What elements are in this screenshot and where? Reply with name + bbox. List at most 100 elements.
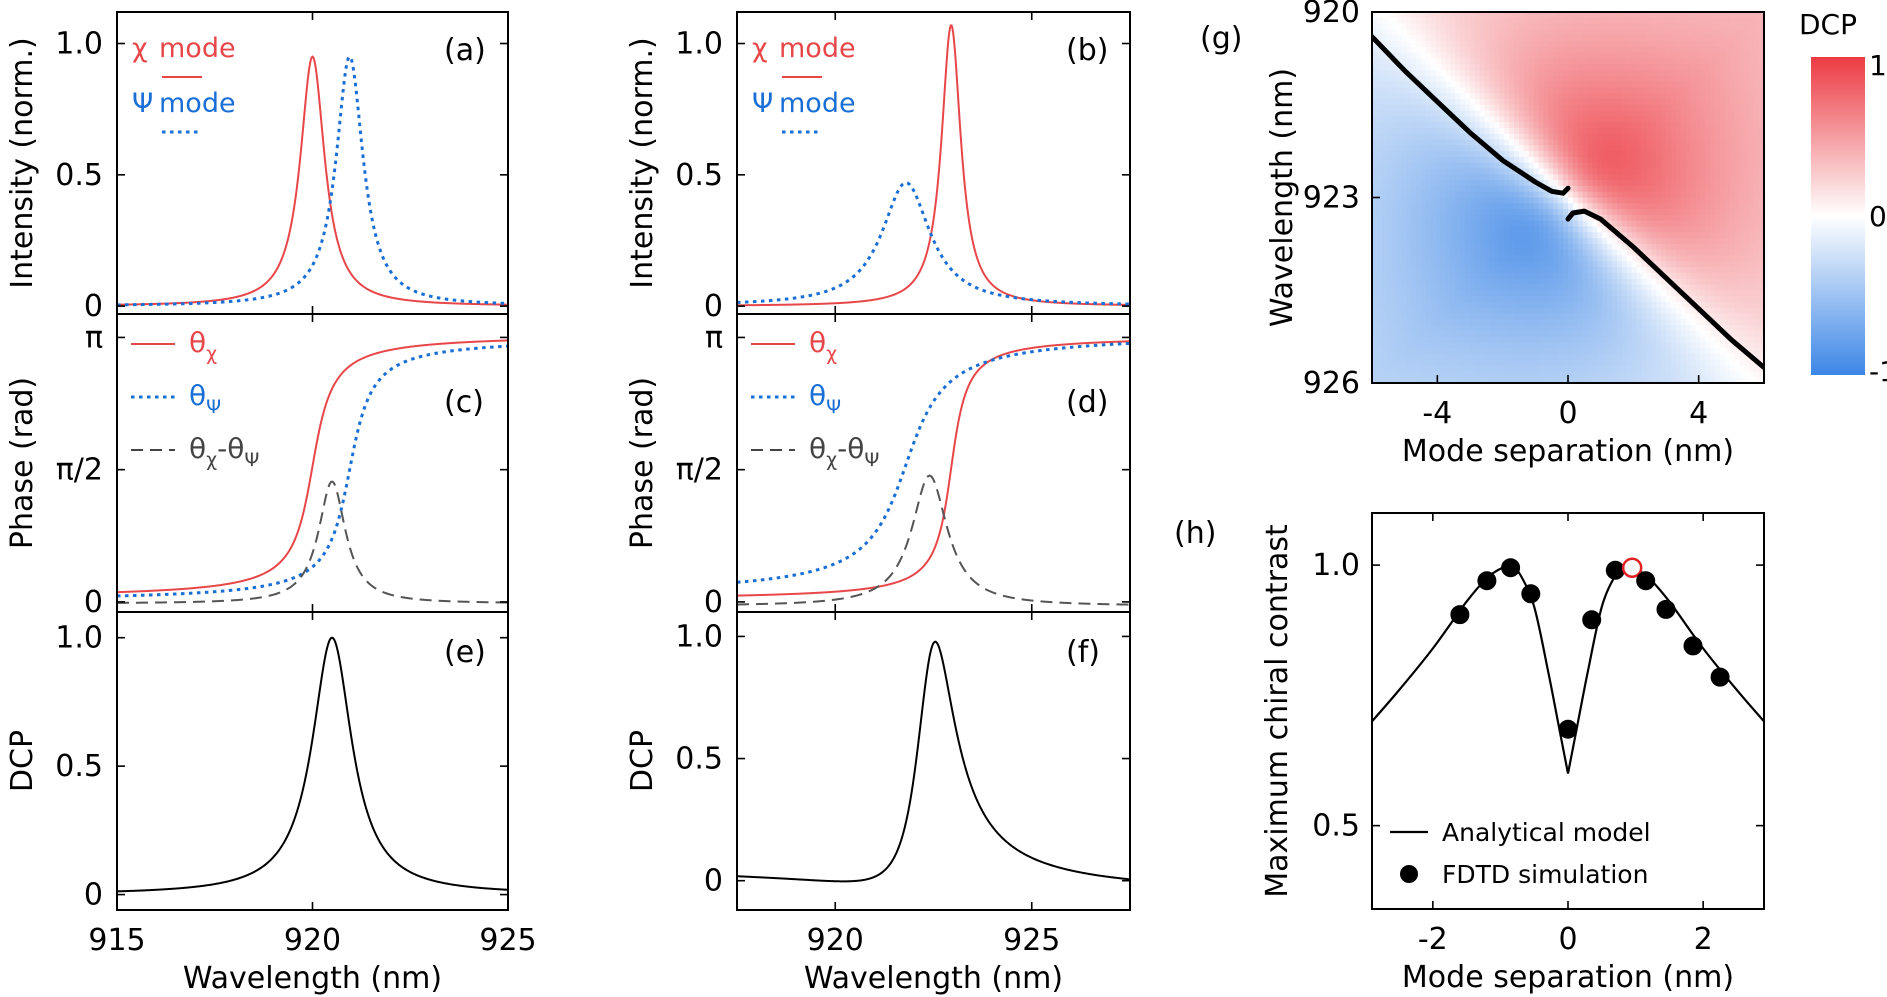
heatmap-cell — [1617, 354, 1623, 361]
heatmap-cell — [1391, 191, 1398, 199]
heatmap-cell — [1435, 319, 1442, 326]
heatmap-cell — [1646, 58, 1652, 65]
heatmap-cell — [1411, 354, 1417, 361]
heatmap-cell — [1450, 122, 1456, 129]
heatmap-cell — [1568, 64, 1574, 71]
heatmap-cell — [1533, 40, 1540, 48]
heatmap-cell — [1519, 220, 1525, 228]
heatmap-cell — [1607, 319, 1613, 326]
heatmap-cell — [1386, 220, 1393, 228]
heatmap-cell — [1435, 214, 1442, 222]
heatmap-cell — [1519, 110, 1525, 117]
heatmap-cell — [1416, 325, 1422, 332]
heatmap-cell — [1406, 272, 1412, 280]
heatmap-cell — [1543, 139, 1549, 146]
heatmap-cell — [1548, 214, 1554, 222]
heatmap-cell — [1499, 313, 1505, 320]
heatmap-cell — [1587, 348, 1594, 355]
heatmap-cell — [1376, 377, 1383, 383]
heatmap-cell — [1372, 104, 1378, 112]
heatmap-cell — [1494, 168, 1500, 175]
heatmap-cell — [1425, 116, 1432, 123]
heatmap-cell — [1504, 267, 1510, 274]
axes-frame-d — [736, 313, 1131, 613]
heatmap-cell — [1636, 81, 1643, 88]
heatmap-cell — [1411, 330, 1417, 338]
heatmap-cell — [1572, 342, 1579, 349]
heatmap-cell — [1440, 313, 1447, 320]
heatmap-cell — [1602, 267, 1608, 274]
heatmap-cell — [1577, 29, 1584, 36]
heatmap-cell — [1734, 40, 1741, 48]
heatmap-cell — [1460, 168, 1466, 175]
heatmap-cell — [1582, 232, 1589, 239]
heatmap-cell — [1450, 168, 1456, 175]
heatmap-cell — [1538, 354, 1545, 361]
heatmap-cell — [1504, 336, 1510, 344]
heatmap-cell — [1553, 168, 1559, 175]
heatmap-cell — [1719, 64, 1726, 71]
heatmap-cell — [1675, 29, 1682, 36]
heatmap-cell — [1700, 151, 1706, 158]
heatmap-cell — [1602, 348, 1608, 355]
heatmap-cell — [1445, 87, 1451, 94]
heatmap-cell — [1489, 64, 1496, 71]
heatmap-cell — [1509, 336, 1515, 344]
heatmap-cell — [1597, 87, 1603, 94]
heatmap-cell — [1406, 151, 1412, 158]
heatmap-cell — [1636, 58, 1643, 65]
heatmap-cell — [1445, 330, 1451, 338]
heatmap-cell — [1523, 267, 1530, 274]
heatmap-cell — [1494, 290, 1500, 297]
heatmap-cell — [1612, 151, 1618, 158]
heatmap-cell — [1563, 116, 1569, 123]
heatmap-cell — [1494, 98, 1500, 106]
heatmap-cell — [1538, 98, 1545, 106]
heatmap-cell — [1607, 214, 1613, 222]
heatmap-cell — [1568, 238, 1574, 245]
heatmap-cell — [1474, 127, 1481, 135]
xlabel-e: Wavelength (nm) — [183, 961, 442, 996]
heatmap-cell — [1391, 64, 1398, 71]
heatmap-cell — [1700, 238, 1706, 245]
heatmap-cell — [1548, 29, 1554, 36]
heatmap-cell — [1450, 75, 1456, 83]
heatmap-cell — [1460, 174, 1466, 181]
heatmap-cell — [1523, 272, 1530, 280]
heatmap-cell — [1543, 290, 1549, 297]
heatmap-cell — [1416, 354, 1422, 361]
heatmap-cell — [1504, 313, 1510, 320]
heatmap-cell — [1401, 98, 1407, 106]
heatmap-cell — [1582, 342, 1589, 349]
heatmap-cell — [1636, 336, 1643, 344]
heatmap-cell — [1568, 261, 1574, 268]
heatmap-cell — [1661, 261, 1667, 268]
heatmap-cell — [1450, 226, 1456, 233]
heatmap-cell — [1430, 29, 1437, 36]
heatmap-cell — [1631, 272, 1638, 280]
heatmap-cell — [1587, 330, 1594, 338]
heatmap-cell — [1523, 64, 1530, 71]
heatmap-cell — [1646, 203, 1652, 210]
heatmap-cell — [1690, 197, 1696, 204]
heatmap-cell — [1514, 243, 1520, 251]
heatmap-cell — [1597, 98, 1603, 106]
heatmap-cell — [1621, 319, 1628, 326]
heatmap-cell — [1474, 52, 1481, 59]
heatmap-cell — [1474, 75, 1481, 83]
heatmap-cell — [1602, 145, 1608, 152]
heatmap-cell — [1572, 238, 1579, 245]
heatmap-cell — [1376, 81, 1383, 88]
heatmap-cell — [1460, 12, 1466, 19]
heatmap-cell — [1646, 46, 1652, 54]
heatmap-cell — [1470, 301, 1476, 309]
heatmap-cell — [1450, 232, 1456, 239]
heatmap-cell — [1519, 203, 1525, 210]
heatmap-cell — [1631, 17, 1638, 25]
heatmap-cell — [1680, 209, 1687, 216]
heatmap-cell — [1528, 93, 1535, 100]
heatmap-cell — [1489, 17, 1496, 25]
heatmap-cell — [1519, 255, 1525, 262]
heatmap-cell — [1700, 116, 1706, 123]
heatmap-cell — [1484, 313, 1491, 320]
